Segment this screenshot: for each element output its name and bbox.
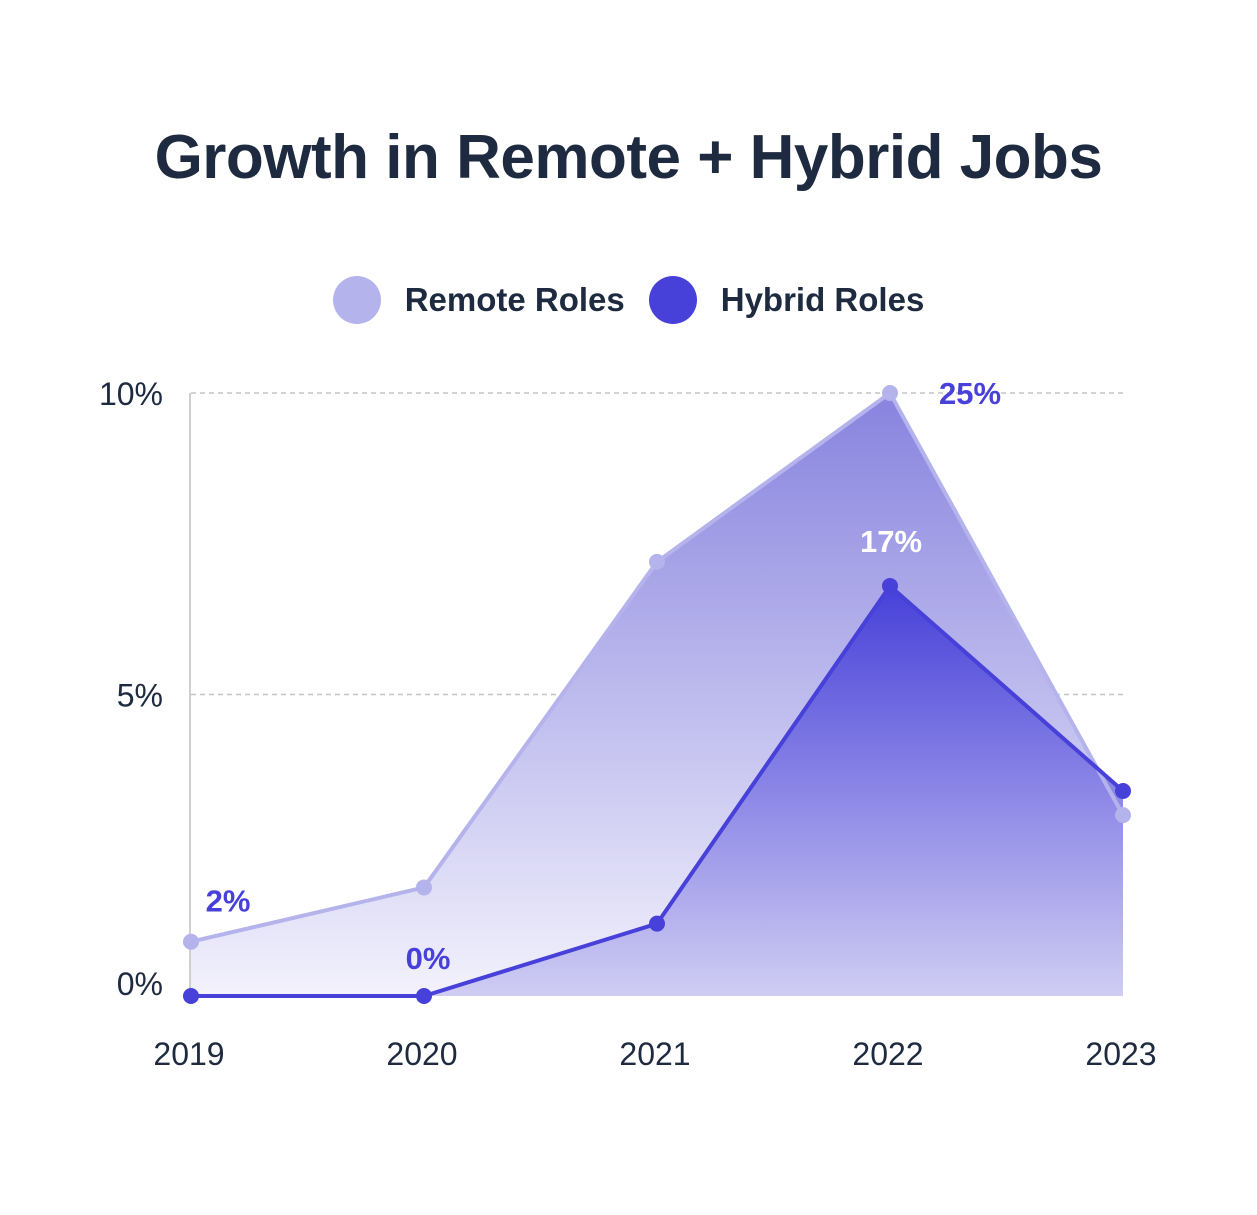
legend-swatch-remote bbox=[332, 276, 381, 324]
data-label: 17% bbox=[860, 524, 922, 559]
legend-item-hybrid: Hybrid Roles bbox=[648, 276, 925, 324]
legend-swatch-hybrid bbox=[648, 276, 697, 324]
data-label: 25% bbox=[939, 376, 1001, 411]
data-point-remote bbox=[416, 879, 432, 896]
data-point-hybrid bbox=[416, 988, 432, 1004]
x-tick-label: 2020 bbox=[386, 1036, 457, 1072]
legend-item-remote: Remote Roles bbox=[332, 276, 625, 324]
y-tick-label: 5% bbox=[117, 678, 163, 714]
data-point-remote bbox=[1115, 807, 1131, 824]
x-tick-label: 2021 bbox=[619, 1036, 690, 1072]
chart-title: Growth in Remote + Hybrid Jobs bbox=[154, 123, 1103, 192]
data-point-remote bbox=[183, 933, 199, 950]
data-point-remote bbox=[649, 553, 665, 570]
data-point-hybrid bbox=[649, 915, 665, 932]
data-label: 0% bbox=[406, 941, 451, 976]
data-label: 2% bbox=[206, 884, 251, 919]
x-tick-label: 2019 bbox=[153, 1036, 224, 1072]
y-tick-label: 10% bbox=[99, 376, 163, 412]
legend-label-remote: Remote Roles bbox=[404, 281, 625, 318]
data-point-remote bbox=[882, 385, 898, 401]
data-point-hybrid bbox=[1115, 782, 1131, 799]
x-tick-label: 2023 bbox=[1085, 1036, 1156, 1072]
data-point-hybrid bbox=[882, 577, 898, 594]
x-tick-label: 2022 bbox=[852, 1036, 923, 1072]
area-hybrid bbox=[191, 585, 1123, 996]
y-tick-label: 0% bbox=[117, 966, 163, 1002]
data-point-hybrid bbox=[183, 988, 199, 1004]
legend: Remote Roles Hybrid Roles bbox=[0, 276, 1257, 324]
legend-label-hybrid: Hybrid Roles bbox=[720, 281, 925, 318]
